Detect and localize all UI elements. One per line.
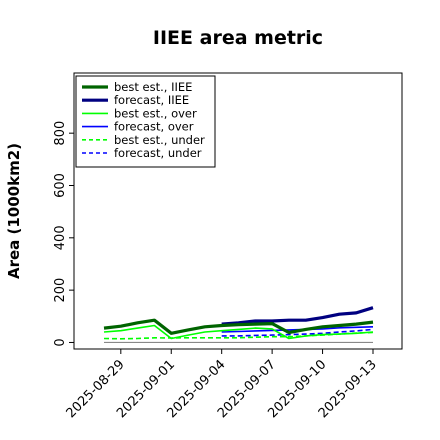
y-tick-label: 600 (53, 173, 68, 198)
series-line-0 (103, 318, 374, 335)
y-tick-label: 400 (53, 225, 68, 250)
series-line-1 (221, 306, 374, 326)
legend-entry: best est., over (114, 106, 197, 120)
y-tick-label: 0 (53, 338, 68, 346)
plot-frame (73, 72, 403, 350)
y-axis: 0 200 400 600 800 (53, 121, 74, 347)
chart-title: IIEE area metric (153, 27, 323, 49)
legend-entry: forecast, over (114, 120, 194, 134)
series-layer (103, 306, 374, 344)
series-line-5 (221, 328, 374, 337)
series-line-2 (103, 324, 374, 340)
legend-entry: best est., IIEE (114, 80, 192, 94)
legend-frame (75, 75, 216, 168)
legend-entry: forecast, under (114, 146, 202, 160)
y-axis-label: Area (1000km2) (5, 143, 23, 279)
legend-entry: best est., under (114, 133, 205, 147)
plot-area (73, 72, 403, 350)
y-tick-label: 200 (53, 278, 68, 303)
y-tick-label: 800 (53, 121, 68, 146)
legend-entry: forecast, IIEE (114, 93, 189, 107)
